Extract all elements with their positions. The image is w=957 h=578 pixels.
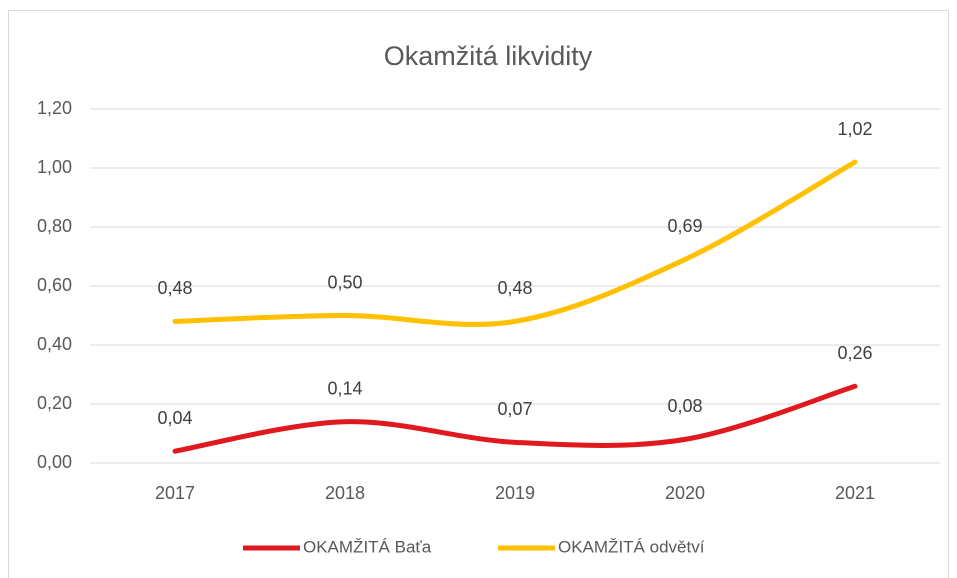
chart-title: Okamžitá likvidity bbox=[384, 41, 593, 71]
data-label: 0,26 bbox=[837, 343, 872, 363]
y-tick-label: 1,20 bbox=[37, 98, 72, 118]
data-label: 0,50 bbox=[327, 272, 362, 292]
x-tick-label: 2018 bbox=[325, 483, 365, 503]
y-tick-label: 1,00 bbox=[37, 157, 72, 177]
chart-border bbox=[8, 10, 949, 578]
y-tick-label: 0,40 bbox=[37, 334, 72, 354]
legend-label: OKAMŽITÁ odvětví bbox=[558, 537, 705, 556]
line bbox=[172, 383, 858, 454]
data-label: 0,48 bbox=[497, 278, 532, 298]
x-tick-label: 2019 bbox=[495, 483, 535, 503]
x-tick-label: 2021 bbox=[835, 483, 875, 503]
data-label: 0,69 bbox=[667, 216, 702, 236]
legend-label: OKAMŽITÁ Baťa bbox=[303, 537, 432, 556]
line bbox=[172, 159, 858, 327]
data-label: 0,48 bbox=[157, 278, 192, 298]
data-label: 1,02 bbox=[837, 119, 872, 139]
data-label: 0,04 bbox=[157, 408, 192, 428]
x-tick-label: 2017 bbox=[155, 483, 195, 503]
y-tick-label: 0,60 bbox=[37, 275, 72, 295]
y-tick-label: 0,00 bbox=[37, 452, 72, 472]
data-label: 0,14 bbox=[327, 378, 362, 398]
y-tick-label: 0,80 bbox=[37, 216, 72, 236]
data-label: 0,07 bbox=[497, 399, 532, 419]
y-tick-label: 0,20 bbox=[37, 393, 72, 413]
data-label: 0,08 bbox=[667, 396, 702, 416]
x-tick-label: 2020 bbox=[665, 483, 705, 503]
